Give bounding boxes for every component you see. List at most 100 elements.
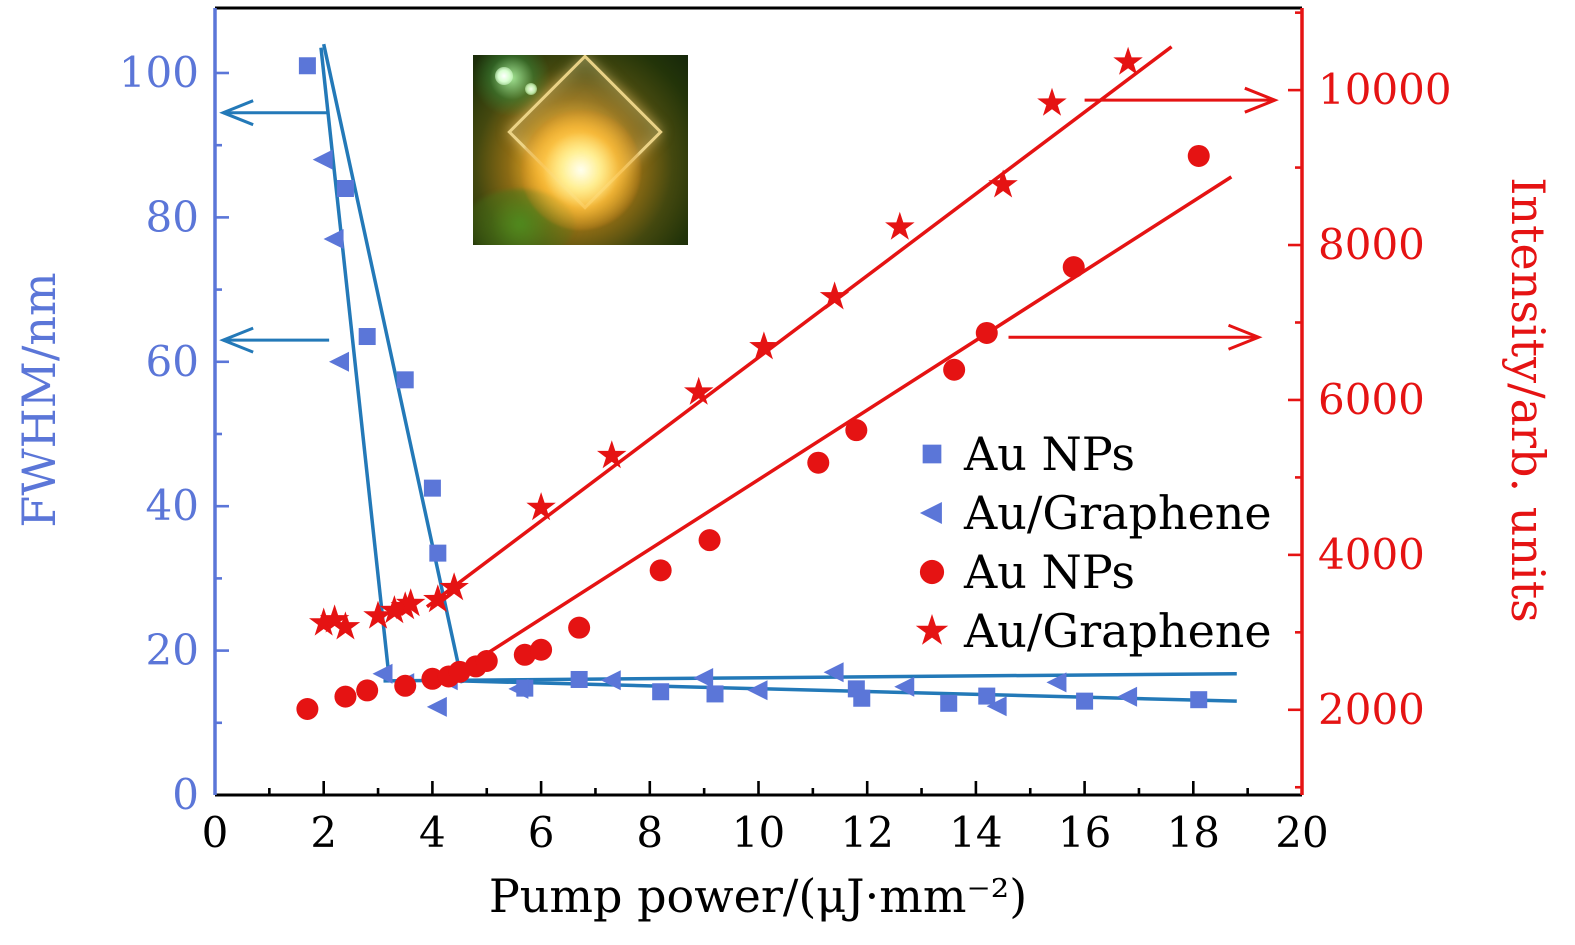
axis-titles: Pump power/(μJ·mm⁻²) FWHM/nm Intensity/arb… bbox=[12, 177, 1555, 923]
triangle-left-marker bbox=[919, 502, 942, 524]
star-marker bbox=[330, 611, 361, 640]
square-marker bbox=[978, 687, 996, 705]
trend-line bbox=[321, 43, 465, 684]
x-tick-label: 6 bbox=[528, 808, 555, 857]
x-tick-label: 20 bbox=[1275, 808, 1328, 857]
star-marker bbox=[819, 281, 850, 310]
right-tick-label: 6000 bbox=[1318, 375, 1425, 424]
x-tick-label: 16 bbox=[1058, 808, 1111, 857]
square-marker bbox=[1190, 691, 1208, 709]
x-tick-label: 14 bbox=[949, 808, 1002, 857]
circle-marker bbox=[975, 321, 998, 344]
arrow-head bbox=[219, 99, 254, 127]
star-marker bbox=[439, 572, 469, 601]
x-tick-label: 4 bbox=[419, 808, 446, 857]
left-tick-label: 20 bbox=[146, 626, 199, 675]
circle-marker bbox=[807, 451, 830, 474]
triangle-left-marker bbox=[693, 668, 714, 689]
circle-marker bbox=[296, 698, 319, 721]
square-marker bbox=[396, 371, 414, 389]
triangle-left-marker bbox=[823, 662, 844, 683]
circle-marker bbox=[1062, 256, 1085, 279]
triangle-left-marker bbox=[426, 696, 447, 717]
circle-marker bbox=[394, 674, 417, 697]
circle-marker bbox=[356, 679, 379, 702]
square-marker bbox=[652, 683, 670, 701]
axis-arrows bbox=[219, 86, 1279, 354]
arrow-head bbox=[1244, 86, 1279, 114]
series-circle bbox=[296, 144, 1210, 721]
arrow-head bbox=[1227, 323, 1263, 351]
right-tick-label: 2000 bbox=[1318, 685, 1425, 734]
circle-marker bbox=[1187, 144, 1210, 167]
inset-photo bbox=[473, 55, 688, 245]
legend-label: Au NPs bbox=[963, 427, 1135, 481]
square-marker bbox=[336, 180, 354, 198]
triangle-left-marker bbox=[312, 149, 333, 170]
legend-label: Au NPs bbox=[963, 545, 1135, 599]
left-axis-label: FWHM/nm bbox=[12, 272, 66, 527]
arrow-head bbox=[219, 326, 254, 354]
star-marker bbox=[597, 440, 627, 469]
circle-marker bbox=[568, 616, 591, 639]
star-marker bbox=[526, 492, 556, 521]
square-marker bbox=[940, 694, 958, 712]
square-marker bbox=[853, 689, 871, 707]
star-marker bbox=[1037, 87, 1067, 116]
plot-frame bbox=[213, 6, 1304, 797]
circle-marker bbox=[698, 529, 721, 552]
left-tick-label: 40 bbox=[146, 481, 199, 530]
series-star bbox=[309, 46, 1143, 640]
square-marker bbox=[423, 479, 441, 497]
circle-marker bbox=[919, 559, 945, 585]
square-marker bbox=[429, 544, 447, 562]
inset-emission-glow bbox=[521, 110, 641, 230]
triangle-left-marker bbox=[894, 676, 915, 697]
trend-line bbox=[425, 45, 1173, 609]
star-marker bbox=[885, 211, 915, 240]
star-marker bbox=[749, 331, 779, 360]
circle-marker bbox=[530, 638, 553, 661]
square-marker bbox=[922, 444, 942, 464]
legend-item: Au NPs bbox=[922, 427, 1135, 481]
series-square bbox=[298, 57, 1208, 712]
trend-line bbox=[458, 175, 1233, 673]
left-tick-label: 60 bbox=[146, 337, 199, 386]
circle-marker bbox=[943, 358, 966, 381]
star-marker bbox=[423, 584, 453, 613]
right-tick-label: 8000 bbox=[1318, 220, 1425, 269]
square-marker bbox=[1076, 692, 1094, 710]
inset-bright-dot bbox=[525, 83, 537, 95]
star-marker bbox=[395, 588, 426, 617]
star-marker bbox=[1113, 46, 1143, 75]
legend-label: Au/Graphene bbox=[963, 604, 1272, 658]
star-marker bbox=[309, 607, 339, 636]
legend-item: Au/Graphene bbox=[919, 486, 1272, 540]
triangle-left-marker bbox=[747, 680, 768, 701]
legend-label: Au/Graphene bbox=[963, 486, 1272, 540]
star-marker bbox=[319, 604, 350, 633]
triangle-left-marker bbox=[508, 678, 529, 699]
square-marker bbox=[298, 57, 316, 75]
square-marker bbox=[706, 685, 724, 703]
inset-bright-dot bbox=[495, 67, 513, 85]
circle-marker bbox=[421, 667, 444, 690]
star-marker bbox=[915, 614, 949, 645]
x-tick-label: 8 bbox=[636, 808, 663, 857]
x-tick-label: 12 bbox=[840, 808, 893, 857]
triangle-left-marker bbox=[986, 696, 1007, 717]
square-marker bbox=[358, 328, 376, 346]
left-tick-label: 100 bbox=[119, 48, 199, 97]
x-tick-label: 2 bbox=[310, 808, 337, 857]
right-axis-label: Intensity/arb. units bbox=[1501, 177, 1555, 623]
triangle-left-marker bbox=[1117, 686, 1138, 707]
x-tick-label: 18 bbox=[1167, 808, 1220, 857]
circle-marker bbox=[334, 685, 357, 708]
legend-item: Au/Graphene bbox=[915, 604, 1272, 658]
left-tick-label: 80 bbox=[146, 192, 199, 241]
right-tick-label: 10000 bbox=[1318, 65, 1452, 114]
